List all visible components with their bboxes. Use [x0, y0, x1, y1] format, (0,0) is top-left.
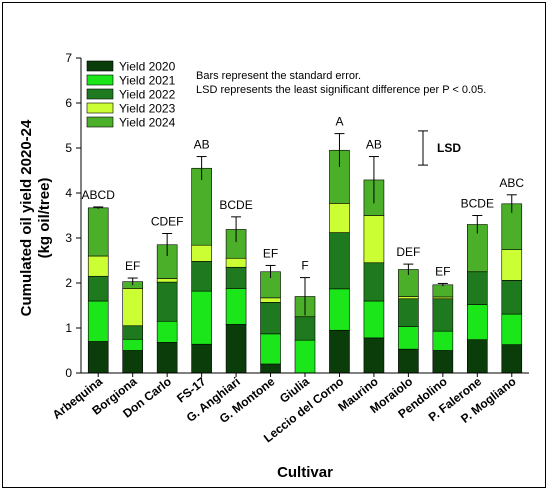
y-tick-label: 7: [65, 51, 72, 65]
bar-segment: [398, 296, 419, 300]
legend-swatch: [86, 74, 114, 86]
bar-segment: [329, 288, 350, 331]
bar-segment: [467, 339, 488, 374]
y-tick-label: 4: [65, 186, 72, 200]
bars-layer: [87, 149, 523, 374]
bar-segment: [225, 266, 247, 289]
bar-segment: [260, 363, 281, 374]
bar-segment: [432, 350, 454, 374]
bar-segment: [191, 244, 212, 262]
bar-segment: [363, 337, 385, 374]
bar-segment: [329, 329, 350, 374]
bar-segment: [363, 215, 385, 264]
lsd-label: LSD: [437, 141, 461, 155]
x-axis-title: Cultivar: [277, 464, 333, 481]
bar-segment: [398, 326, 419, 350]
bar-segment: [87, 341, 109, 374]
bar-segment: [501, 249, 523, 281]
bar-segment: [122, 288, 143, 327]
significance-letter: DEF: [396, 245, 420, 259]
significance-letter: AB: [194, 138, 210, 152]
bar-segment: [260, 297, 281, 303]
bar-segment: [398, 348, 419, 374]
significance-letter: BCDE: [461, 197, 494, 211]
significance-letter: CDEF: [151, 215, 184, 229]
legend-swatch: [86, 102, 114, 114]
significance-letters-layer: ABCD EF CDEF AB BCDE EF F A AB DEF EF BCDE ABC: [82, 115, 525, 279]
legend-label: Yield 2021: [119, 74, 176, 88]
bar-segment: [122, 338, 143, 351]
bar-segment: [225, 288, 247, 325]
bar-segment: [122, 350, 143, 374]
bar-segment: [398, 298, 419, 327]
legend-label: Yield 2020: [119, 60, 176, 74]
bar-segment: [191, 290, 212, 345]
bar-segment: [87, 255, 109, 277]
y-tick-label: 6: [65, 96, 72, 110]
significance-letter: EF: [435, 264, 450, 278]
chart-frame: ABCD EF CDEF AB BCDE EF F A AB DEF EF BCDE ABC 0 1 2 3 4…: [2, 2, 546, 488]
bar-segment: [501, 279, 523, 315]
note-line-2: LSD represents the least significant dif…: [196, 84, 486, 96]
y-axis-title-line-2: (kg oil/tree): [36, 178, 53, 259]
bar-segment: [122, 325, 143, 340]
bar-segment: [432, 330, 454, 351]
bar-segment: [467, 304, 488, 341]
lsd-indicator: LSD: [418, 130, 461, 166]
bar-segment: [156, 281, 178, 322]
bar-segment: [225, 257, 247, 268]
y-tick-label: 5: [65, 141, 72, 155]
significance-letter: EF: [125, 259, 140, 273]
bar-segment: [294, 316, 316, 341]
significance-letter: F: [301, 259, 308, 273]
bar-segment: [501, 313, 523, 345]
bar-segment: [260, 302, 281, 335]
bar-segment: [432, 284, 454, 298]
significance-letter: ABCD: [82, 188, 116, 202]
bar-segment: [87, 207, 109, 257]
bar-segment: [363, 300, 385, 339]
stacked-bar-chart: ABCD EF CDEF AB BCDE EF F A AB DEF EF BCDE ABC 0 1 2 3 4…: [18, 51, 529, 481]
note-line-1: Bars represent the standard error.: [196, 70, 361, 82]
bar-segment: [191, 261, 212, 292]
legend-swatch: [86, 116, 114, 128]
bar-segment: [294, 339, 316, 374]
bar-segment: [156, 278, 178, 283]
significance-letter: AB: [366, 138, 382, 152]
significance-letter: ABC: [499, 176, 524, 190]
legend-label: Yield 2024: [119, 116, 176, 130]
bar-segment: [87, 300, 109, 342]
bar-segment: [329, 203, 350, 233]
bar-segment: [432, 298, 454, 332]
bar-segment: [156, 342, 178, 374]
y-axis-title-line-1: Cumulated oil yield 2020-24: [18, 119, 35, 316]
significance-letter: BCDE: [219, 198, 252, 212]
error-bars-layer: [93, 133, 517, 316]
y-tick-label: 0: [65, 366, 72, 380]
bar-segment: [156, 320, 178, 343]
bar-segment: [467, 271, 488, 305]
y-tick-label: 3: [65, 231, 72, 245]
significance-letter: A: [335, 115, 343, 129]
legend-swatch: [86, 88, 114, 100]
y-tick-label: 2: [65, 276, 72, 290]
legend-label: Yield 2022: [119, 88, 176, 102]
bar-segment: [191, 343, 212, 374]
bar-segment: [87, 275, 109, 302]
bar-segment: [329, 232, 350, 290]
bar-segment: [260, 333, 281, 365]
bar-segment: [501, 344, 523, 374]
y-tick-label: 1: [65, 321, 72, 335]
bar-segment: [363, 262, 385, 302]
legend-swatch: [86, 60, 114, 72]
legend-label: Yield 2023: [119, 102, 176, 116]
bar-segment: [225, 324, 247, 374]
significance-letter: EF: [263, 246, 278, 260]
